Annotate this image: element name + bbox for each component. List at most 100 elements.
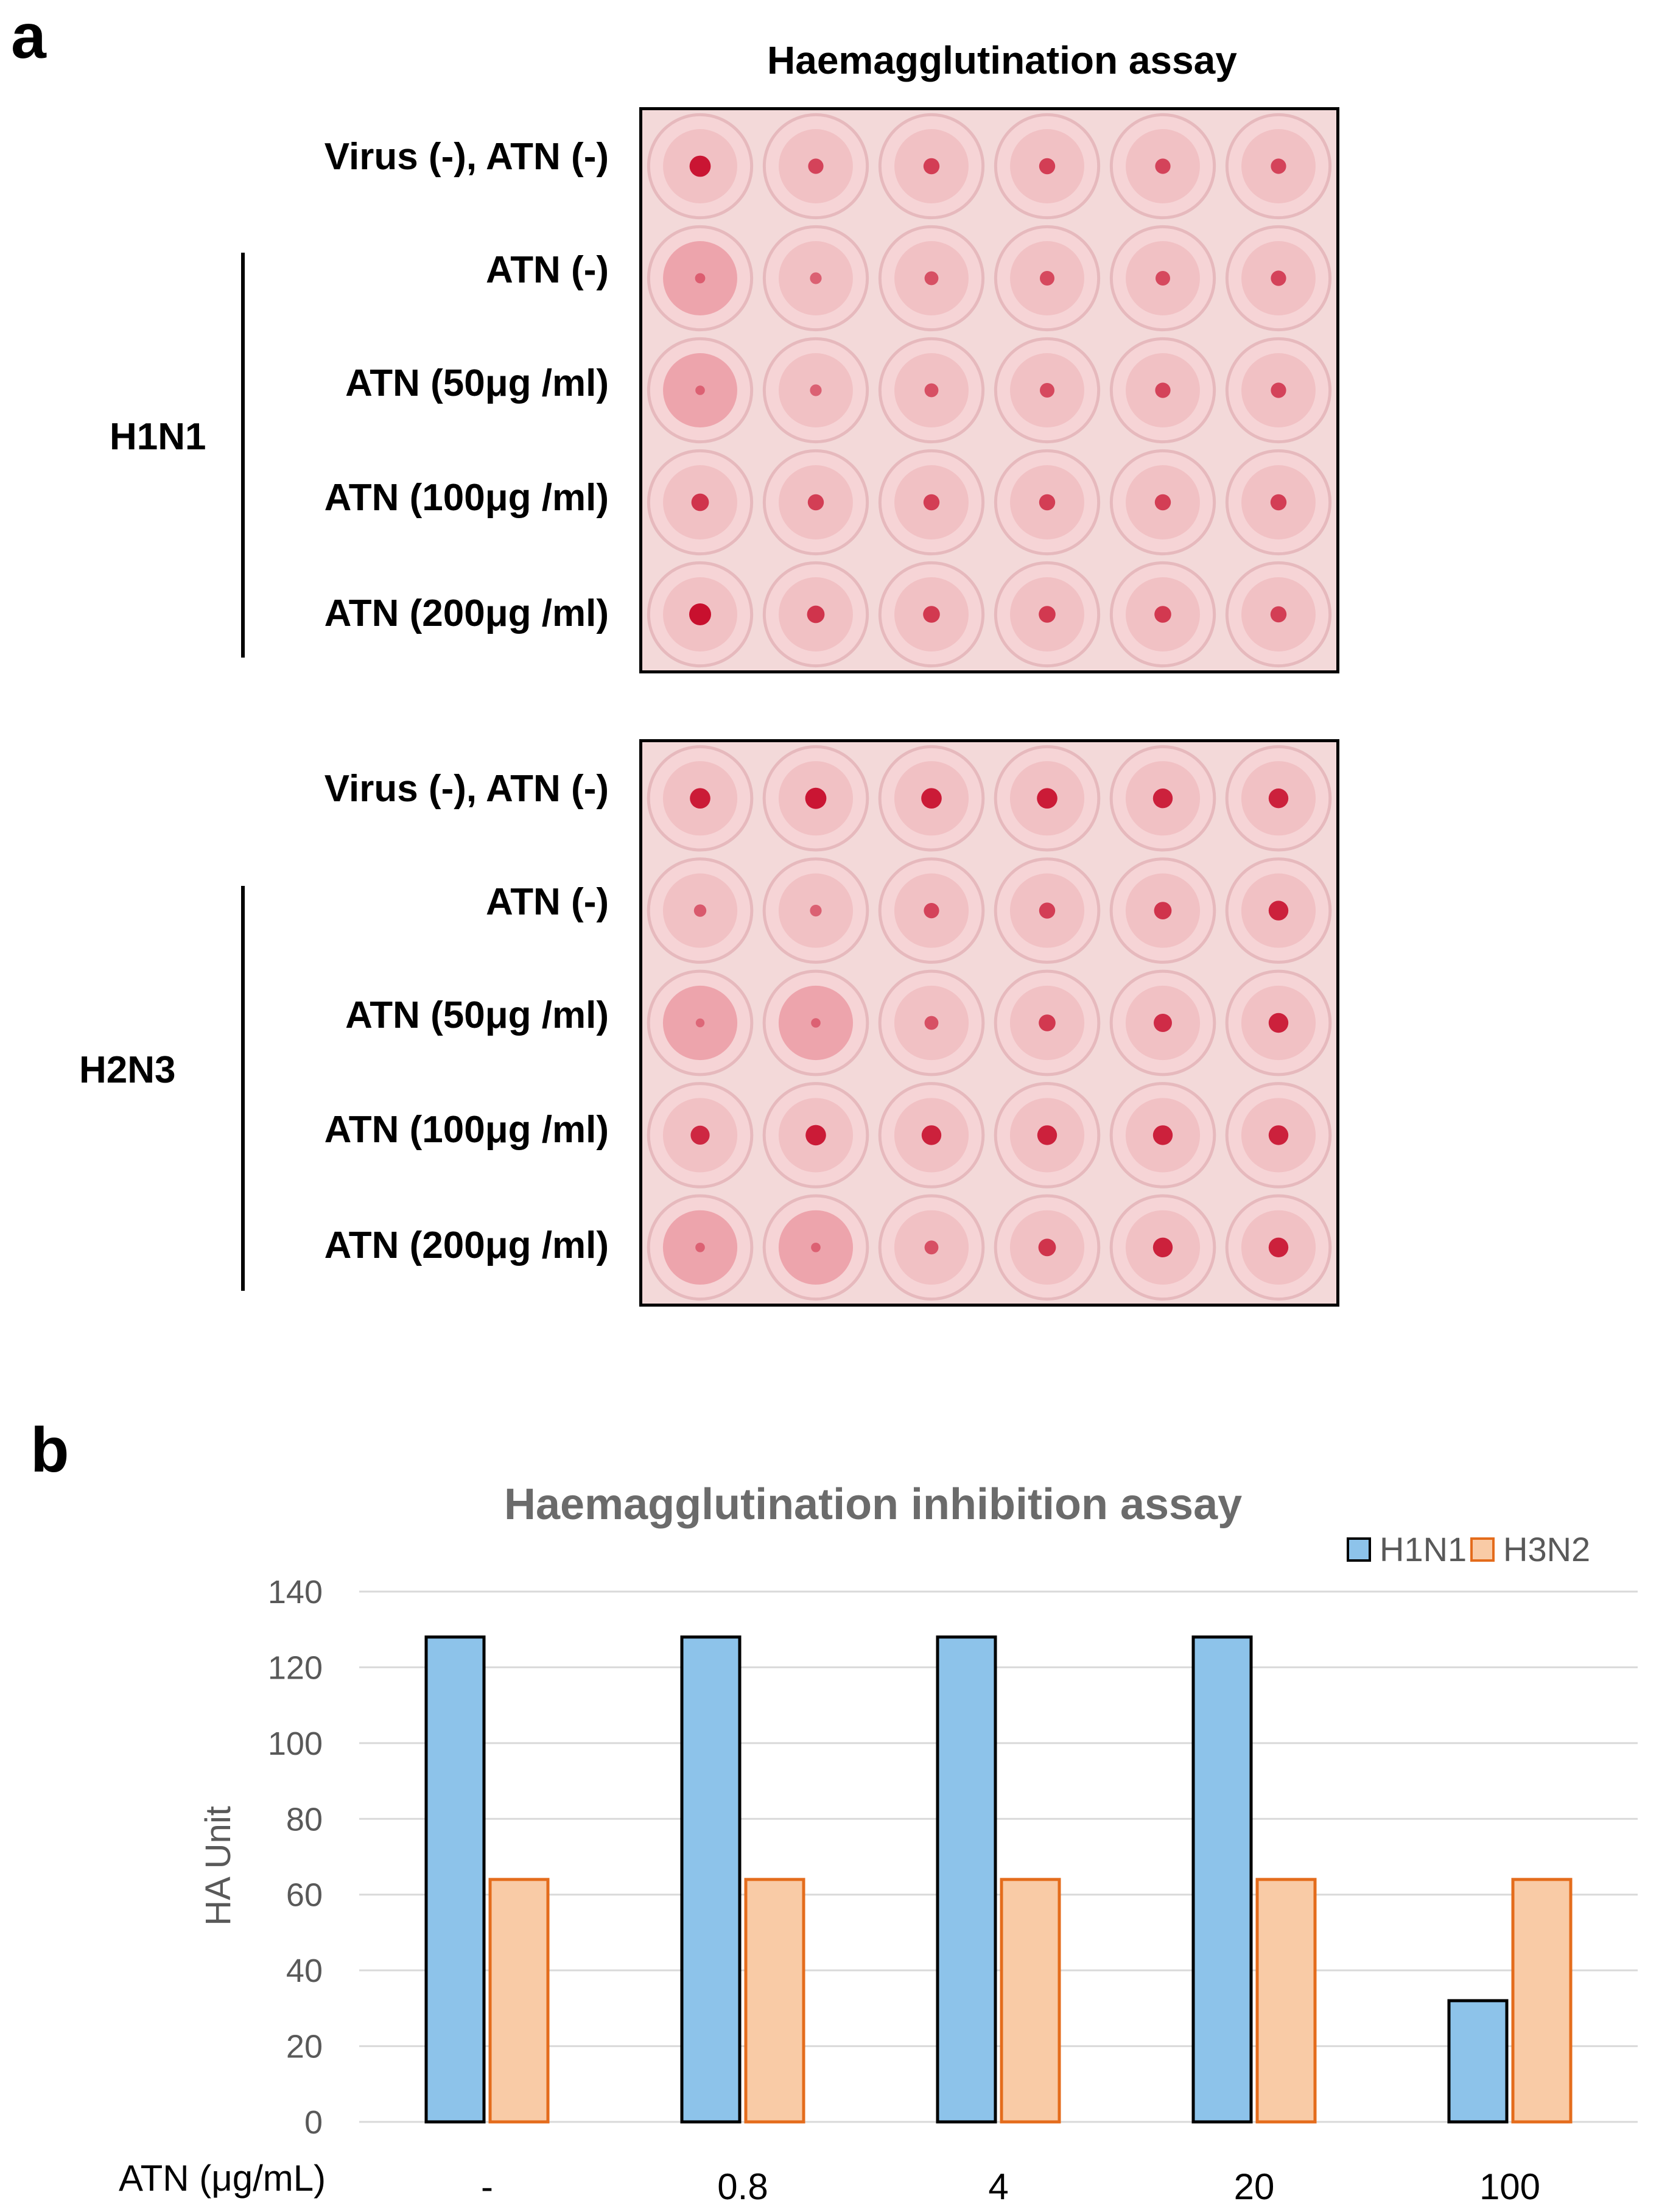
well-inner [663,241,737,315]
well-dot [1152,1237,1173,1257]
bar-h1n1 [1191,1635,1253,2124]
x-tick-label: 0.8 [717,2166,768,2207]
legend-swatch-h1n1 [1347,1537,1371,1562]
well-dot [1270,606,1287,623]
well-dot [924,1016,939,1030]
well-dot [1154,606,1171,623]
well-dot [689,603,711,625]
well-dot [811,1018,821,1028]
well-dot [695,1018,705,1028]
well-dot [690,1125,710,1145]
row-label: Virus (-), ATN (-) [324,136,609,178]
well-dot [1039,494,1056,511]
legend-swatch-h3n2 [1470,1537,1495,1562]
well-dot [811,1243,821,1252]
bar-h3n2 [488,1878,550,2124]
row-label: ATN (100μg /ml) [324,477,609,519]
well-dot [693,904,707,917]
panel-b-letter: b [30,1415,69,1486]
well-dot [1155,382,1171,398]
well-dot [690,788,710,809]
x-tick-label: - [481,2166,493,2207]
well-dot [924,1240,939,1255]
y-tick-label: 100 [268,1726,323,1762]
y-tick-label: 60 [286,1877,323,1914]
row-label: ATN (50μg /ml) [345,362,609,404]
well-dot [1154,902,1172,919]
well-dot [1155,158,1171,174]
plate-wells [647,745,1332,1301]
well-dot [808,158,824,174]
well-dot [1039,902,1056,919]
row-label: ATN (-) [486,249,609,291]
y-tick-label: 120 [268,1649,323,1686]
well-dot [807,605,825,623]
x-axis-title: ATN (μg/mL) [119,2158,326,2199]
well-dot [810,272,822,284]
group-label-h1n1: H1N1 [110,416,206,458]
well-dot [805,1125,826,1146]
well-dot [924,903,939,919]
x-tick-label: 4 [988,2166,1008,2207]
well-dot [695,273,706,284]
chart-title: Haemagglutination inhibition assay [504,1480,1243,1529]
well-dot [805,787,827,809]
row-label: ATN (50μg /ml) [345,994,609,1036]
plate-wells [647,113,1332,668]
well-dot [1037,788,1057,809]
well-dot [1271,270,1286,286]
well-dot [1039,606,1056,623]
well-inner [778,1210,854,1285]
well-dot [1268,1013,1289,1033]
legend-label-h3n2: H3N2 [1503,1530,1591,1568]
well-dot [1156,271,1170,286]
plate-h2n3 [639,739,1339,1307]
row-label: Virus (-), ATN (-) [324,768,609,810]
row-label: ATN (200μg /ml) [324,592,609,634]
well-inner [663,353,737,427]
bar-h1n1 [424,1635,486,2124]
x-tick-label: 20 [1234,2166,1275,2207]
x-tick-label: 100 [1479,2166,1540,2207]
group-bracket [241,886,245,1291]
well-dot [1039,1014,1056,1031]
row-label: ATN (200μg /ml) [324,1224,609,1266]
well-dot [1268,1237,1289,1257]
well-dot [1039,158,1056,175]
bar-h1n1 [680,1635,742,2124]
y-tick-label: 80 [286,1801,323,1838]
well-dot [924,383,939,398]
bar-h1n1 [936,1635,997,2124]
y-tick-label: 20 [286,2029,323,2065]
well-dot [1152,788,1173,809]
bar-h3n2 [744,1878,805,2124]
well-dot [695,385,705,395]
bar-h3n2 [1255,1878,1317,2124]
panel-a-letter: a [11,1,46,72]
well-dot [924,271,939,286]
legend-item-h1n1: H1N1 [1347,1529,1467,1569]
well-dot [1268,1125,1289,1145]
well-dot [691,493,709,511]
well-dot [1040,271,1054,286]
y-tick-label: 0 [304,2104,323,2141]
well-dot [1271,382,1286,398]
well-dot [807,494,824,511]
well-dot [1270,494,1287,511]
group-bracket [241,253,245,658]
bar-h3n2 [1000,1878,1061,2124]
y-tick-label: 40 [286,1953,323,1989]
group-label-h2n3: H2N3 [79,1049,176,1091]
well-dot [1040,383,1054,398]
legend-label-h1n1: H1N1 [1380,1530,1467,1568]
well-dot [810,905,822,917]
well-dot [923,158,940,175]
legend-item-h3n2: H3N2 [1470,1529,1590,1569]
well-dot [1037,1125,1057,1145]
well-dot [810,384,822,396]
well-dot [923,606,940,623]
y-axis-title: HA Unit [198,1806,238,1926]
well-inner [778,985,854,1061]
well-dot [1268,788,1289,809]
